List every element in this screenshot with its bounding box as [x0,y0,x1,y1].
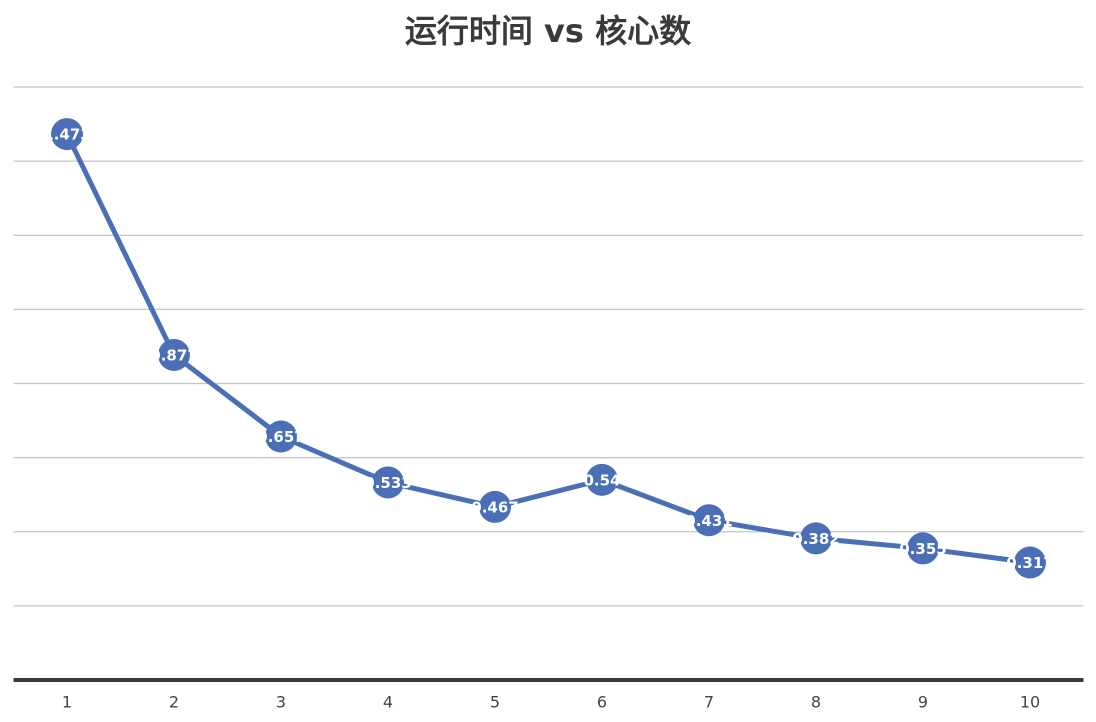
value-label: 0.431 [685,512,732,530]
marker [372,466,404,499]
line [64,132,1031,565]
marker [586,463,618,496]
x-tick-label: 7 [704,693,714,712]
x-tick-label: 5 [490,693,500,712]
x-tick-label: 10 [1020,693,1040,712]
marker [265,420,297,453]
value-label: 1.473 [43,126,90,144]
x-tick-label: 1 [62,693,72,712]
value-label: 0.467 [471,498,518,516]
value-label: 0.382 [792,530,839,548]
marker [158,338,190,371]
x-tick-label: 3 [276,693,286,712]
x-tick-label: 9 [918,693,928,712]
value-label: 0.533 [364,474,411,492]
x-tick-label: 6 [597,693,607,712]
x-tick-label: 2 [169,693,179,712]
marker [479,490,511,523]
x-tick-label: 4 [383,693,393,712]
value-label: 0.317 [1006,554,1053,572]
marker [800,522,832,555]
marker [907,532,939,565]
x-tick-label: 8 [811,693,821,712]
value-label: 0.877 [150,346,197,364]
marker [51,118,83,151]
value-label: 0.657 [257,428,304,446]
chart-title: 运行时间 vs 核心数 [405,12,692,50]
marker [1014,546,1046,579]
value-label: 0.355 [899,540,946,558]
value-label: 0.54 [583,471,620,489]
marker [693,504,725,537]
